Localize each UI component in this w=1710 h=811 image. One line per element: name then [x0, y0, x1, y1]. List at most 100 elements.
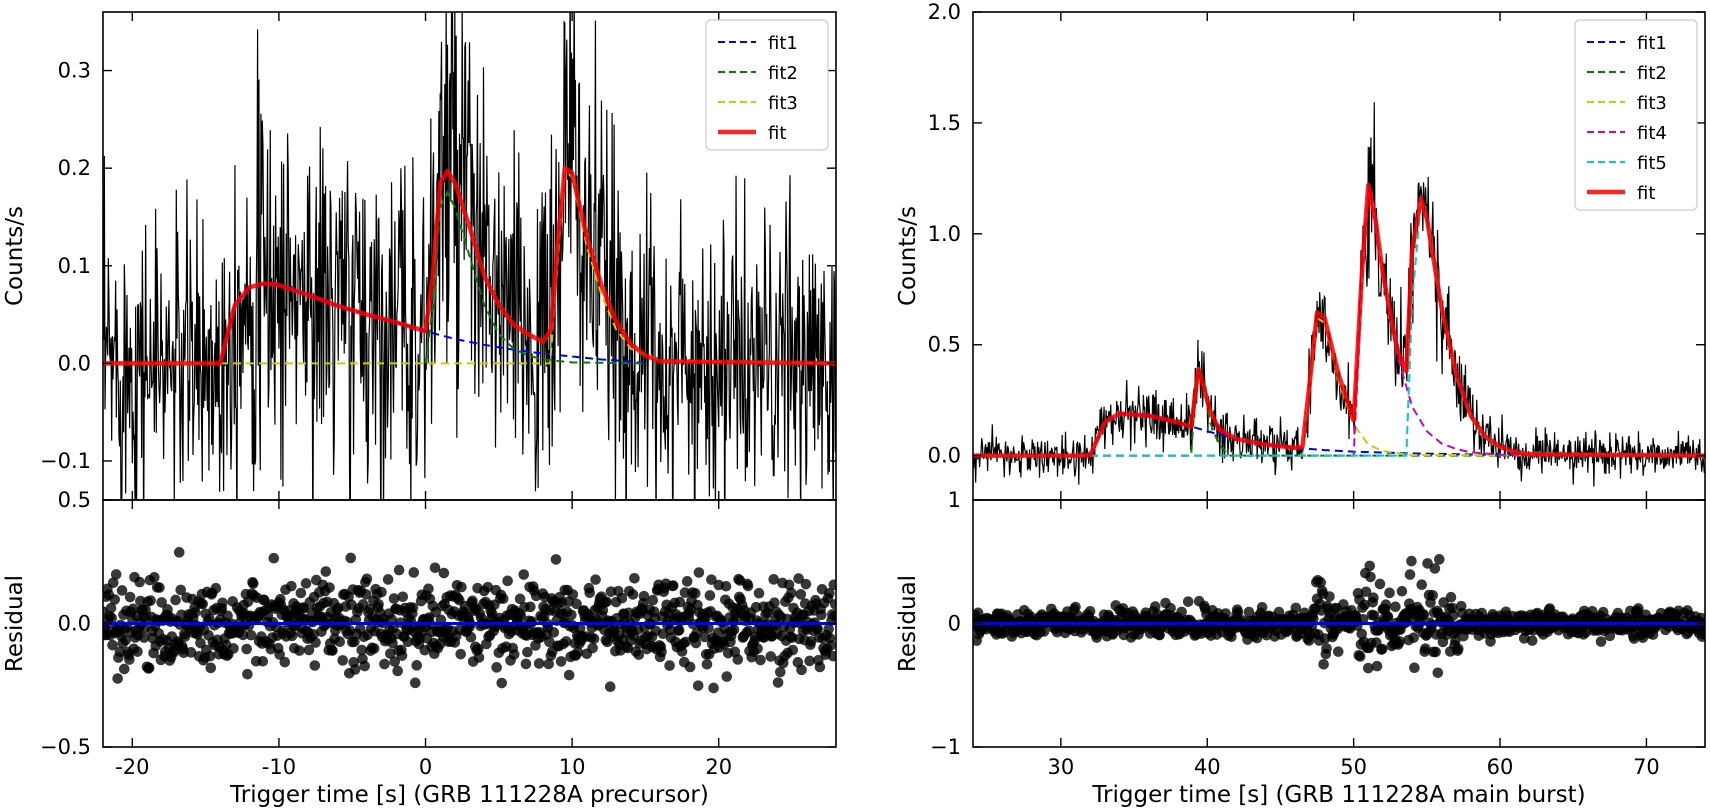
residual-point — [1360, 586, 1372, 598]
x-tick-label: 40 — [1194, 755, 1221, 779]
residual-point — [1070, 601, 1081, 613]
y-tick-label: −0.5 — [40, 735, 91, 759]
residual-point — [205, 662, 217, 674]
residual-point — [107, 577, 119, 589]
residual-point — [1226, 631, 1237, 643]
residual-point — [210, 582, 222, 594]
residual-point — [438, 567, 450, 579]
residual-point — [156, 597, 167, 608]
legend: fit1 fit2 fit3 fit4 fit5 fit — [1574, 19, 1698, 211]
residual-point — [508, 649, 520, 660]
residual-point — [816, 609, 827, 621]
residual-point — [774, 666, 786, 678]
residual-point — [409, 677, 421, 689]
residual-point — [548, 627, 560, 638]
y-tick-label: −1 — [930, 735, 961, 759]
residual-point — [124, 591, 136, 603]
residual-point — [300, 578, 312, 589]
residual-point — [1356, 628, 1367, 640]
residual-point — [742, 580, 754, 592]
residual-point — [1359, 599, 1370, 611]
residual-point — [708, 682, 719, 694]
plot-area — [103, 547, 836, 694]
residual-point — [665, 624, 676, 636]
residual-point — [106, 612, 118, 624]
residual-point — [824, 588, 835, 599]
residual-point — [1374, 578, 1386, 590]
residual-point — [387, 637, 398, 649]
y-tick-label: 0.0 — [58, 612, 91, 636]
residual-point — [1084, 605, 1096, 617]
y-tick-label: 0.5 — [58, 488, 91, 512]
residual-point — [170, 594, 181, 606]
residual-point — [204, 650, 216, 662]
residual-point — [588, 633, 600, 645]
residual-point — [382, 574, 394, 585]
residual-point — [515, 610, 527, 621]
residual-point — [522, 646, 533, 658]
residual-point — [402, 636, 414, 648]
residual-point — [1416, 579, 1428, 591]
residual-point — [1382, 611, 1394, 623]
residual-point — [828, 579, 836, 591]
residual-point — [1526, 635, 1538, 646]
residual-point — [1324, 591, 1335, 602]
residual-point — [361, 573, 373, 585]
x-tick-label: 30 — [1047, 755, 1074, 779]
residual-point — [772, 677, 784, 688]
x-axis-label: Trigger time [s] (GRB 111228A main burst… — [1091, 782, 1585, 808]
residual-point — [544, 636, 555, 648]
x-tick-label: -20 — [115, 755, 149, 779]
residual-point — [497, 593, 509, 604]
residual-point — [829, 610, 836, 622]
x-tick-label: 0 — [419, 755, 432, 779]
residual-point — [1390, 601, 1401, 613]
residual-point — [1308, 613, 1319, 625]
residual-point — [550, 554, 562, 565]
residual-point — [1362, 662, 1374, 674]
series-fit5 — [973, 200, 1705, 457]
x-tick-label: -10 — [262, 755, 296, 779]
residual-point — [804, 655, 815, 667]
residual-point — [560, 636, 572, 647]
residual-point — [1182, 596, 1194, 607]
legend-label-fit1: fit1 — [1637, 33, 1667, 54]
residual-point — [175, 584, 186, 596]
residual-point — [1396, 585, 1408, 597]
residual-point — [389, 656, 401, 667]
y-tick-label: 0.3 — [58, 59, 91, 83]
residual-point — [408, 567, 420, 578]
residual-point — [110, 569, 122, 580]
residual-point — [1315, 577, 1326, 588]
residual-point — [324, 582, 335, 593]
residual-point — [1633, 603, 1644, 614]
y-tick-label: 0.5 — [928, 333, 961, 357]
residual-point — [364, 603, 376, 615]
y-axis-label: Residual — [895, 575, 921, 672]
residual-point — [673, 624, 685, 636]
y-axis-label: Counts/s — [2, 206, 28, 306]
residual-point — [242, 668, 253, 680]
residual-point — [629, 572, 640, 584]
residual-point — [145, 595, 156, 606]
residual-point — [308, 629, 319, 640]
y-tick-label: 2.0 — [928, 0, 961, 24]
left-counts-panel: −0.1 0.0 0.1 0.2 0.3 Counts/s fit1 fit2 fit3 fit — [2, 11, 837, 501]
legend-label-fit5: fit5 — [1637, 153, 1667, 174]
residual-point — [679, 587, 691, 598]
plot-area — [973, 554, 1705, 679]
residual-point — [149, 572, 160, 583]
residual-point — [616, 592, 628, 604]
residual-point — [656, 646, 667, 658]
x-axis-label: Trigger time [s] (GRB 111228A precursor) — [229, 782, 709, 808]
residual-point — [345, 552, 357, 564]
residual-point — [112, 673, 123, 684]
residual-point — [217, 597, 228, 609]
legend-label-fit3: fit3 — [1637, 93, 1667, 114]
series-fit — [103, 165, 836, 366]
series-fit4 — [973, 189, 1705, 457]
residual-point — [805, 636, 817, 647]
residual-point — [173, 547, 185, 558]
residual-point — [689, 588, 701, 599]
